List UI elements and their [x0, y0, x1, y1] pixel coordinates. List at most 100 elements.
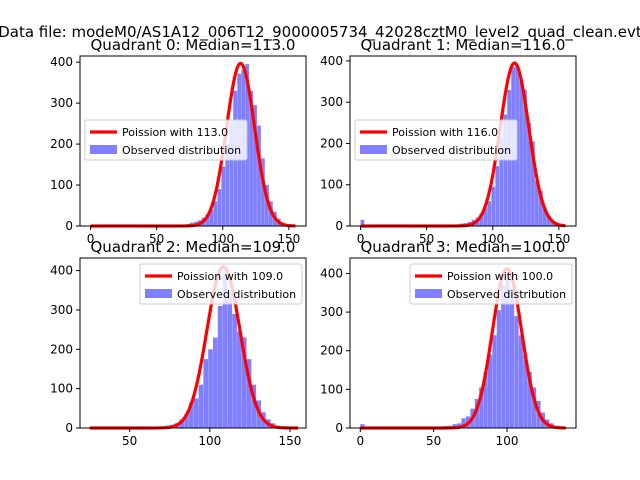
histogram-bar [227, 290, 233, 428]
legend-label-observed: Observed distribution [447, 288, 566, 301]
histogram-bar [535, 180, 539, 226]
histogram-bar [527, 371, 532, 428]
subplot-title-2: Quadrant 2: Median=109.0 [91, 238, 296, 256]
histogram-bar [492, 335, 497, 428]
histogram-bar [188, 402, 194, 428]
subplot-title-3: Quadrant 3: Median=100.0 [361, 238, 566, 256]
histogram-bar [360, 219, 365, 226]
histogram-bar [487, 354, 493, 428]
subplot-title-1: Quadrant 1: Median=116.0 [361, 36, 566, 54]
histogram-bar [546, 215, 551, 226]
histogram-bar [514, 315, 519, 428]
subplot-quadrant-0: Quadrant 0: Median=113.0 0 50 100 150 0 100 20… [50, 36, 307, 246]
legend-label-observed: Observed distribution [122, 144, 241, 157]
x-tick-label: 150 [277, 232, 300, 246]
x-tick-label: 100 [496, 434, 519, 448]
histogram-bar [495, 166, 500, 226]
y-tick-label: 100 [50, 382, 73, 396]
legend-label-observed: Observed distribution [392, 144, 511, 157]
histogram-bar [237, 331, 242, 428]
legend-box [84, 119, 248, 161]
histogram-bar [505, 273, 510, 428]
histogram-bar [479, 213, 484, 226]
y-tick-label: 200 [320, 344, 343, 358]
histogram-bar [509, 288, 515, 428]
legend: Poission with 116.0 Observed distribution [354, 119, 518, 161]
histogram-bar [496, 310, 501, 428]
y-tick-label: 0 [65, 421, 73, 435]
histogram-bar [184, 414, 189, 428]
y-tick-label: 100 [50, 178, 73, 192]
histogram-bar [205, 214, 210, 226]
histogram-bar [257, 125, 261, 226]
legend-box [409, 263, 573, 305]
histogram-bar [491, 186, 496, 226]
legend-box [354, 119, 518, 161]
x-tick-label: 100 [481, 232, 504, 246]
legend-label-poisson: Poission with 100.0 [447, 270, 553, 283]
legend-label-poisson: Poission with 116.0 [392, 126, 498, 139]
subplot-quadrant-2: Quadrant 2: Median=109.0 50 100 150 0 100 200… [50, 238, 307, 448]
histogram-bar [246, 359, 252, 428]
histogram-bar [531, 141, 535, 226]
histogram-bar [483, 207, 488, 226]
x-tick-label: 0 [87, 232, 95, 246]
y-tick-label: 200 [50, 137, 73, 151]
figure-title: Data file: modeM0/AS1A12_006T12_90000057… [0, 23, 640, 42]
y-tick-label: 400 [50, 55, 73, 69]
histogram-bar [542, 207, 547, 226]
legend-label-poisson: Poission with 109.0 [177, 270, 283, 283]
histogram-bar [213, 201, 218, 226]
histogram-bar [229, 121, 234, 226]
histogram-bar [452, 424, 457, 428]
x-tick-label: 150 [547, 232, 570, 246]
histogram-bar [225, 144, 230, 226]
x-tick-label: 100 [211, 232, 234, 246]
histogram-bar [251, 384, 257, 428]
histogram-bar [483, 371, 488, 428]
histogram-bar [203, 359, 209, 428]
histogram-bar [265, 185, 269, 226]
x-tick-label: 100 [198, 434, 221, 448]
y-tick-label: 400 [320, 54, 343, 68]
histogram-bar [531, 387, 537, 428]
legend: Poission with 109.0 Observed distribution [139, 263, 303, 305]
legend: Poission with 100.0 Observed distribution [409, 263, 573, 305]
legend-patch-swatch [90, 145, 117, 154]
y-tick-label: 400 [50, 264, 73, 278]
histogram-bar [261, 158, 265, 226]
subplot-quadrant-3: Quadrant 3: Median=100.0 0 50 100 0 100 200 30… [320, 238, 577, 448]
legend-label-observed: Observed distribution [177, 288, 296, 301]
y-tick-label: 0 [335, 219, 343, 233]
histogram-bar [538, 190, 543, 226]
y-tick-label: 300 [50, 303, 73, 317]
histogram-bar [360, 424, 365, 428]
x-tick-label: 50 [426, 434, 441, 448]
histogram-bar [487, 201, 492, 226]
y-tick-label: 100 [320, 178, 343, 192]
histogram-bar [232, 313, 237, 428]
histogram-bar [217, 306, 223, 428]
histogram-bar [519, 79, 523, 227]
histogram-bar [213, 337, 218, 428]
y-tick-label: 300 [320, 95, 343, 109]
histogram-bar [501, 285, 506, 428]
y-tick-label: 300 [50, 96, 73, 110]
histogram-bar [208, 349, 213, 428]
axes-frame [79, 257, 307, 429]
histogram-bar [518, 335, 523, 428]
x-tick-label: 50 [122, 434, 137, 448]
histogram-bar [474, 399, 479, 428]
histogram-bar [221, 166, 226, 226]
y-tick-label: 100 [320, 382, 343, 396]
y-tick-label: 300 [320, 305, 343, 319]
x-tick-label: 50 [419, 232, 434, 246]
histogram-bar [241, 337, 247, 428]
subplot-quadrant-1: Quadrant 1: Median=116.0 0 50 100 150 0 100 20… [320, 36, 577, 246]
histogram-bar [249, 90, 253, 226]
legend-patch-swatch [145, 289, 172, 298]
histogram-bar [179, 419, 184, 428]
y-tick-label: 0 [335, 421, 343, 435]
histogram-bar [527, 122, 531, 226]
